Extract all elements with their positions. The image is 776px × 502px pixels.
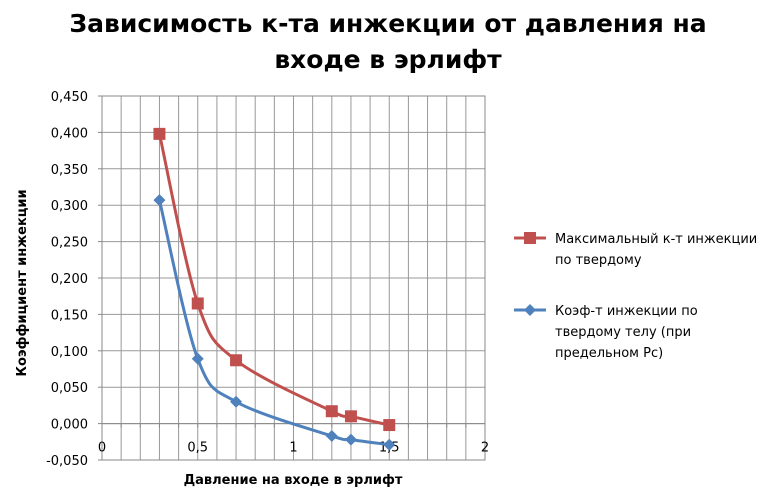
chart-title-line-1: Зависимость к-та инжекции от давления на bbox=[69, 9, 706, 38]
series-2-point bbox=[153, 194, 166, 207]
series-2 bbox=[153, 194, 396, 451]
legend-entry-2-text: Коэф-т инжекции по bbox=[555, 304, 698, 319]
legend-entry-2-text: твердому телу (при bbox=[555, 325, 691, 340]
y-tick-label: 0,400 bbox=[51, 126, 88, 141]
series-1-point bbox=[230, 354, 243, 367]
series-2-point bbox=[191, 352, 204, 365]
y-tick-label: 0,100 bbox=[51, 345, 88, 360]
x-axis-label: Давление на входе в эрлифт bbox=[184, 473, 403, 488]
y-tick-label: 0,300 bbox=[51, 199, 88, 214]
y-tick-label: 0,200 bbox=[51, 272, 88, 287]
legend-marker-1 bbox=[524, 232, 536, 244]
gridlines bbox=[102, 96, 485, 460]
series-layer bbox=[153, 127, 396, 451]
y-tick-label: 0,050 bbox=[51, 381, 88, 396]
y-tick-label: 0,250 bbox=[51, 236, 88, 251]
chart-title-line-2: входе в эрлифт bbox=[274, 45, 502, 74]
series-1-point bbox=[153, 127, 166, 140]
y-axis-label: Коэффициент инжекции bbox=[15, 189, 30, 376]
x-tick-label: 0,5 bbox=[187, 441, 208, 456]
series-2-point bbox=[325, 429, 338, 442]
legend-marker-2 bbox=[524, 304, 536, 316]
series-1-point bbox=[344, 410, 357, 423]
x-tick-label: 2 bbox=[481, 441, 489, 456]
series-2-point bbox=[344, 433, 357, 446]
legend-entry-1-text: Максимальный к-т инжекции bbox=[555, 232, 757, 247]
series-2-point bbox=[383, 438, 396, 451]
series-1-point bbox=[191, 297, 204, 310]
y-tick-label: 0,350 bbox=[51, 163, 88, 178]
legend-entry-1-text: по твердому bbox=[555, 253, 642, 268]
x-tick-label: 1 bbox=[289, 441, 297, 456]
y-tick-label: -0,050 bbox=[46, 454, 88, 469]
series-1 bbox=[153, 127, 396, 432]
y-tick-labels: -0,050 0,000 0,050 0,100 0,150 0,200 0,250 0,30… bbox=[46, 90, 102, 469]
legend: Максимальный к-т инжекции по твердому Коэф… bbox=[514, 232, 757, 361]
series-1-point bbox=[325, 405, 338, 418]
y-tick-label: 0,150 bbox=[51, 308, 88, 323]
y-tick-label: 0,000 bbox=[51, 418, 88, 433]
x-tick-label: 0 bbox=[98, 441, 106, 456]
series-1-point bbox=[383, 419, 396, 432]
y-tick-label: 0,450 bbox=[51, 90, 88, 105]
legend-entry-2-text: предельном Pc) bbox=[555, 346, 663, 361]
series-2-point bbox=[230, 395, 243, 408]
